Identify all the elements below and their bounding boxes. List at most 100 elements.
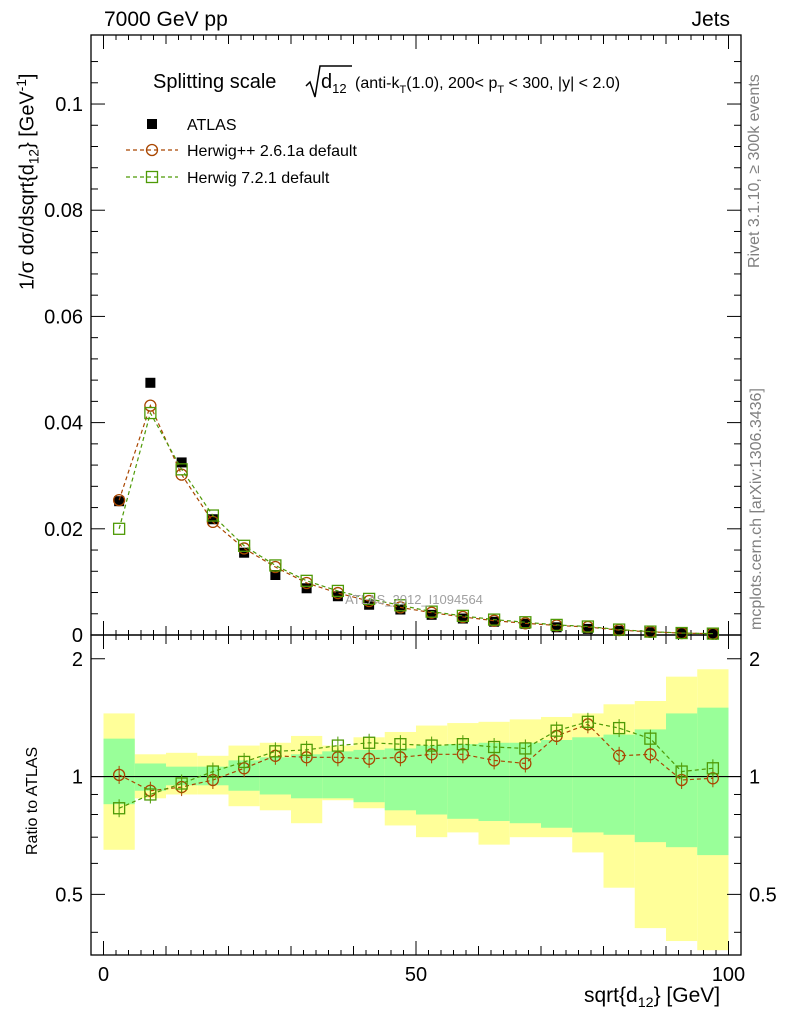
atlas-point xyxy=(114,496,125,507)
analysis-watermark: ATLAS_2012_I1094564 xyxy=(345,592,483,607)
herwig-7-2-1-default-point xyxy=(237,539,251,552)
x-tick-label: 100 xyxy=(712,964,745,986)
herwig-7-2-1-default-point xyxy=(331,584,345,598)
main-y-tick-label: 0.08 xyxy=(44,200,83,222)
herwig-7-2-1-default-point xyxy=(519,616,532,629)
ratio-y-tick-label-left: 0.5 xyxy=(55,884,83,906)
atlas-point xyxy=(614,625,625,636)
legend-marker-atlas xyxy=(147,119,157,129)
ratio-band-green-14 xyxy=(541,740,573,828)
sqrt-symbol xyxy=(305,65,352,98)
herwig-7-2-1-default-point xyxy=(206,509,220,522)
atlas-point xyxy=(176,457,187,468)
legend: ATLAS Herwig++ 2.6.1a default Herwig 7.2.1… xyxy=(126,117,357,187)
atlas-point xyxy=(457,613,468,624)
legend-marker-herwig-7-2-1-default xyxy=(145,170,159,184)
atlas-point xyxy=(270,570,281,580)
main-y-tick-label: 0.1 xyxy=(55,94,83,116)
herwig-7-2-1-default-ratio-point xyxy=(237,755,251,769)
herwig-7-2-1-default-ratio-point xyxy=(550,724,563,737)
main-y-tick-label: 0.06 xyxy=(44,306,83,328)
main-panel-series xyxy=(112,377,720,640)
herwig-7-2-1-default-ratio-point xyxy=(581,715,595,728)
axis-tick-labels: 0 50 100 0 0.02 0.04 0.06 0.08 0.1 0.5 0.5 1 1 2 2 xyxy=(44,94,777,986)
chart-title-main: Splitting scale xyxy=(153,71,276,93)
main-y-tick-label: 0.02 xyxy=(44,519,83,541)
ratio-y-tick-label-right: 0.5 xyxy=(749,884,777,906)
ratio-uncertainty-bands xyxy=(103,669,729,951)
atlas-point xyxy=(395,604,406,615)
ratio-y-tick-label-right: 2 xyxy=(749,649,760,671)
legend-label-herwig-7-2-1-default: Herwig 7.2.1 default xyxy=(187,170,330,187)
herwig-2-6-1a-default-ratio-point xyxy=(612,749,626,762)
ratio-panel-series xyxy=(112,712,720,818)
atlas-point xyxy=(707,628,718,639)
legend-label-herwig-2-6-1a-default: Herwig++ 2.6.1a default xyxy=(187,143,357,160)
chart-title-detail: (anti-kT(1.0), 200< pT < 300, |y| < 2.0) xyxy=(355,75,620,96)
atlas-point xyxy=(239,547,250,558)
ratio-band-green-15 xyxy=(572,737,604,833)
herwig-7-2-1-default-ratio-point xyxy=(706,762,720,775)
herwig-7-2-1-default-ratio-point xyxy=(144,788,157,801)
herwig-7-2-1-default-point xyxy=(362,592,376,606)
herwig-7-2-1-default-ratio-point xyxy=(675,765,688,778)
herwig-7-2-1-default-point xyxy=(644,625,657,638)
atlas-point xyxy=(582,623,593,634)
herwig-7-2-1-default-point xyxy=(112,522,126,535)
herwig-7-2-1-default-ratio-point xyxy=(487,740,501,754)
atlas-point xyxy=(645,627,656,638)
herwig-7-2-1-default-point xyxy=(675,626,688,640)
herwig-7-2-1-default-point xyxy=(550,618,563,632)
herwig-7-2-1-default-point xyxy=(144,406,157,420)
herwig-7-2-1-default-ratio-point xyxy=(331,739,345,752)
herwig-7-2-1-default-point xyxy=(175,463,188,476)
herwig-7-2-1-default-point xyxy=(612,623,626,636)
herwig-7-2-1-default-point xyxy=(425,605,438,618)
herwig-7-2-1-default-ratio-point xyxy=(206,765,220,778)
x-tick-label: 0 xyxy=(98,964,109,986)
herwig-2-6-1a-default-ratio-point xyxy=(112,768,126,782)
atlas-point xyxy=(551,622,562,633)
herwig-2-6-1a-default-ratio-point xyxy=(362,752,376,765)
chart-title: Splitting scale d12 (anti-kT(1.0), 200< … xyxy=(153,65,620,98)
herwig-2-6-1a-default-ratio-point xyxy=(519,757,532,770)
main-y-tick-label: 0 xyxy=(72,625,83,647)
herwig-7-2-1-default-ratio-point xyxy=(362,736,376,749)
herwig-2-6-1a-default-point xyxy=(112,493,126,507)
herwig-2-6-1a-default-point xyxy=(144,399,157,412)
herwig-2-6-1a-default-main-line xyxy=(118,403,713,635)
herwig-7-2-1-default-ratio-point xyxy=(175,777,188,790)
main-y-tick-label: 0.04 xyxy=(44,413,83,435)
ratio-y-tick-label-right: 1 xyxy=(749,767,760,789)
header-collision-label: 7000 GeV pp xyxy=(104,8,228,31)
ratio-y-tick-label-left: 1 xyxy=(72,767,83,789)
x-axis-label: sqrt{d12} [GeV] xyxy=(584,984,721,1012)
herwig-7-2-1-default-point xyxy=(706,627,720,640)
herwig-7-2-1-default-ratio-point xyxy=(300,743,313,757)
herwig-7-2-1-default-ratio-point xyxy=(456,738,470,751)
atlas-point xyxy=(207,514,218,525)
herwig-2-6-1a-default-point xyxy=(206,515,220,529)
herwig-7-2-1-default-ratio-point xyxy=(644,732,657,745)
herwig-7-2-1-default-point xyxy=(394,599,407,612)
atlas-point xyxy=(426,609,437,620)
herwig-7-2-1-default-ratio-point xyxy=(394,738,407,751)
herwig-7-2-1-default-point xyxy=(300,574,313,587)
herwig-7-2-1-default-ratio-point xyxy=(519,742,532,755)
legend-marker-herwig-2-6-1a-default xyxy=(145,143,159,157)
herwig-7-2-1-default-ratio-point xyxy=(612,721,626,735)
title-d12: d12 xyxy=(321,71,347,96)
x-tick-label: 50 xyxy=(405,964,427,986)
atlas-point xyxy=(145,377,156,388)
header-process-label: Jets xyxy=(691,8,730,31)
herwig-2-6-1a-default-ratio-line xyxy=(118,723,713,792)
legend-label-atlas: ATLAS xyxy=(187,117,237,134)
herwig-7-2-1-default-ratio-point xyxy=(112,802,126,815)
ratio-y-tick-label-left: 2 xyxy=(72,649,83,671)
atlas-point xyxy=(489,616,500,627)
herwig-7-2-1-default-point xyxy=(456,609,470,623)
herwig-2-6-1a-default-ratio-point xyxy=(644,748,657,761)
herwig-7-2-1-default-point xyxy=(269,559,282,572)
herwig-7-2-1-default-ratio-point xyxy=(269,745,282,758)
